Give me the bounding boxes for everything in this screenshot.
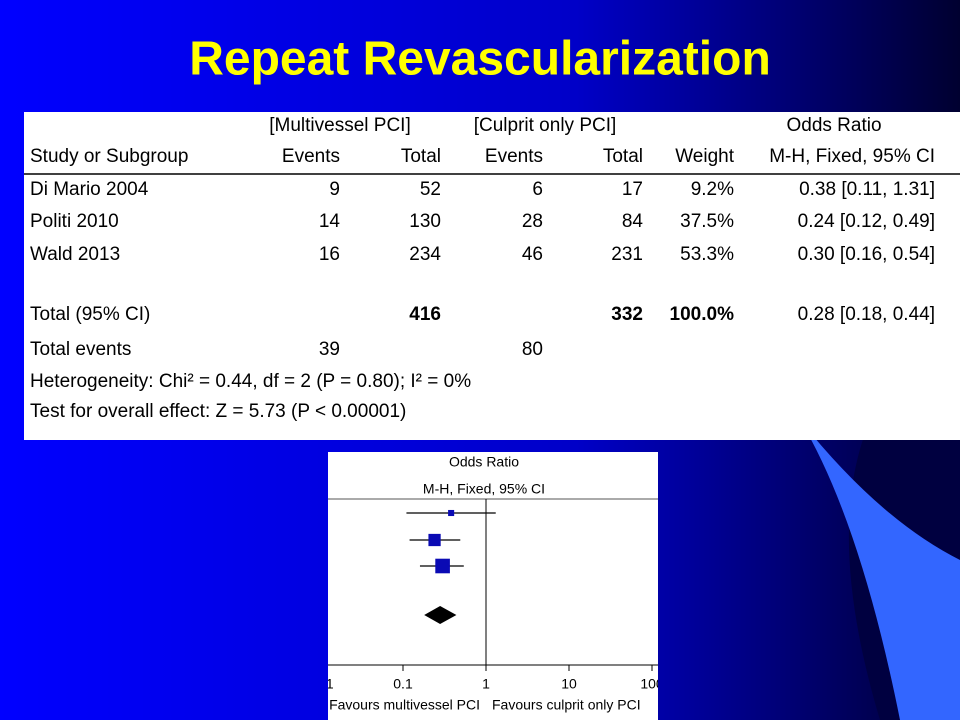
x-label-right: Favours culprit only PCI	[492, 697, 641, 713]
cell: 46	[522, 244, 543, 265]
overall-effect: Test for overall effect: Z = 5.73 (P < 0…	[30, 401, 406, 422]
column-header: Total	[603, 146, 643, 167]
cell: Wald 2013	[30, 244, 120, 265]
cell: 52	[420, 179, 441, 200]
cell: 53.3%	[680, 244, 734, 265]
total-events-cell: 80	[522, 339, 543, 360]
total-cell: 416	[409, 304, 441, 325]
cell: 6	[532, 179, 543, 200]
cell: 9.2%	[691, 179, 734, 200]
cell: 0.38 [0.11, 1.31]	[799, 179, 935, 200]
cell: 0.24 [0.12, 0.49]	[798, 211, 935, 232]
x-tick-label: 1	[482, 676, 490, 692]
x-tick-label: 0.01	[306, 676, 333, 692]
x-label-left: Favours multivessel PCI	[329, 697, 480, 713]
group-header: [Culprit only PCI]	[474, 115, 617, 136]
chart-subtitle: M-H, Fixed, 95% CI	[423, 481, 545, 497]
slide-title: Repeat Revascularization	[189, 33, 771, 86]
column-header: M-H, Fixed, 95% CI	[769, 146, 935, 167]
cell: 0.30 [0.16, 0.54]	[798, 244, 935, 265]
cell: 28	[522, 211, 543, 232]
total-diamond	[424, 606, 457, 624]
group-header: [Multivessel PCI]	[269, 115, 410, 136]
chart-panel	[328, 452, 658, 720]
decor-light	[800, 420, 960, 720]
cell: 234	[409, 244, 441, 265]
total-cell: Total (95% CI)	[30, 304, 150, 325]
table-panel	[24, 112, 960, 440]
heterogeneity: Heterogeneity: Chi² = 0.44, df = 2 (P = …	[30, 371, 471, 392]
x-tick-label: 0.1	[393, 676, 413, 692]
cell: Di Mario 2004	[30, 179, 149, 200]
cell: 17	[622, 179, 643, 200]
study-marker	[428, 533, 441, 547]
study-marker	[448, 509, 455, 517]
x-tick-label: 10	[561, 676, 577, 692]
total-events-cell: Total events	[30, 339, 131, 360]
column-header: Events	[485, 146, 543, 167]
column-header: Total	[401, 146, 441, 167]
cell: 14	[319, 211, 341, 232]
total-cell: 332	[611, 304, 643, 325]
column-header: Study or Subgroup	[30, 146, 188, 167]
cell: 84	[622, 211, 644, 232]
cell: 130	[409, 211, 441, 232]
total-cell: 100.0%	[670, 304, 735, 325]
chart-title: Odds Ratio	[449, 454, 519, 470]
total-cell: 0.28 [0.18, 0.44]	[798, 304, 935, 325]
cell: 231	[611, 244, 643, 265]
cell: Politi 2010	[30, 211, 119, 232]
column-header: Weight	[675, 146, 735, 167]
cell: 16	[319, 244, 340, 265]
table: [Multivessel PCI] [Culprit only PCI] Odds …	[30, 115, 935, 422]
cell: 9	[329, 179, 340, 200]
study-marker	[435, 558, 450, 574]
cell: 37.5%	[680, 211, 734, 232]
x-tick-label: 100	[640, 676, 664, 692]
forest-plot: Odds Ratio M-H, Fixed, 95% CI 0.01 0.1 1 10…	[306, 454, 664, 713]
column-header: Events	[282, 146, 340, 167]
total-events-cell: 39	[319, 339, 340, 360]
group-header: Odds Ratio	[786, 115, 881, 136]
